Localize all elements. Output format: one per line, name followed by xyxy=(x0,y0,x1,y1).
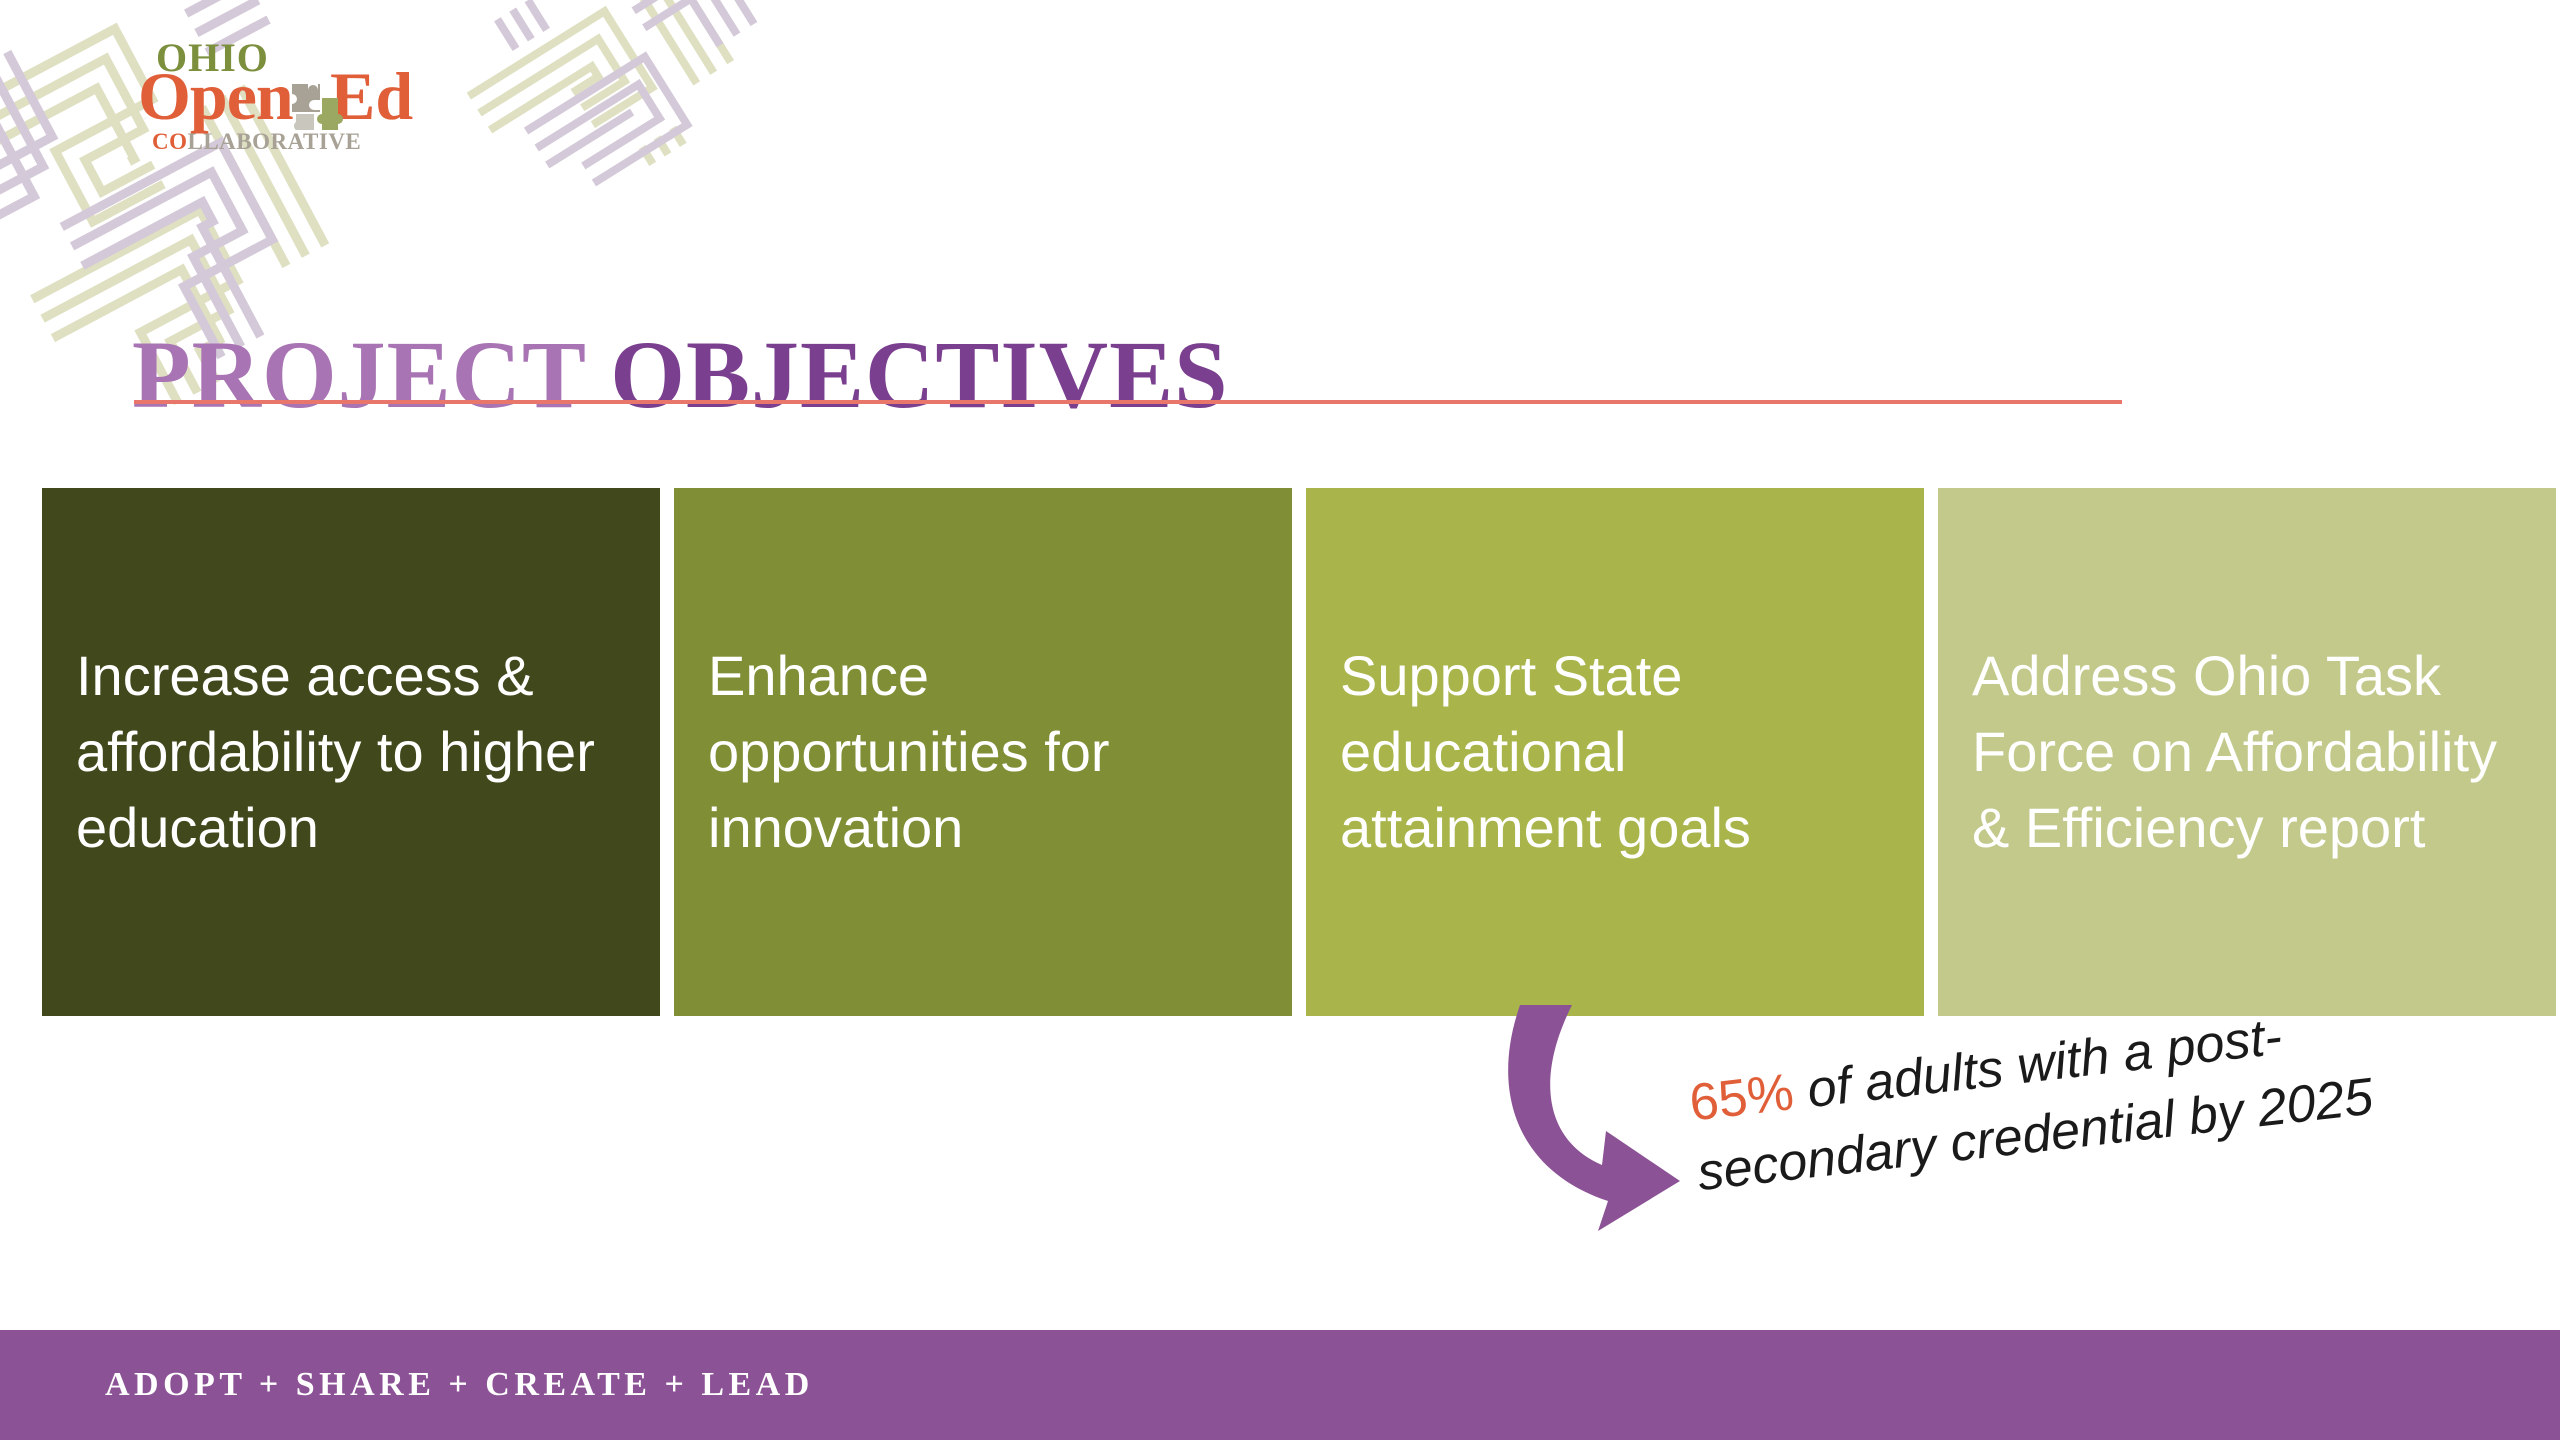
callout-rest: of adults with a post-secondary credenti… xyxy=(1694,1007,2376,1202)
title-underline-rule xyxy=(134,400,2122,404)
objective-box-2[interactable]: Enhance opportunities for innovation xyxy=(674,488,1292,1016)
title-part-objectives: OBJECTIVES xyxy=(585,321,1229,429)
logo-ohio-text: OHIO xyxy=(156,35,269,80)
callout-percent: 65% xyxy=(1686,1063,1797,1133)
logo-collab-co: CO xyxy=(152,129,188,154)
puzzle-piece-icon xyxy=(286,76,344,139)
logo-open-text: Open xyxy=(138,58,294,134)
curved-arrow-icon xyxy=(1480,1005,1740,1245)
footer-bar: ADOPT + SHARE + CREATE + LEAD xyxy=(0,1330,2560,1440)
objective-box-4[interactable]: Address Ohio Task Force on Affordability… xyxy=(1938,488,2556,1016)
objective-box-1-text: Increase access & affordability to highe… xyxy=(76,643,595,860)
objective-box-3-text: Support State educational attainment goa… xyxy=(1340,643,1751,860)
ohio-open-ed-logo: OHIO Open Ed COLLABORATIVE xyxy=(138,35,430,156)
greek-key-decoration-top xyxy=(452,0,792,202)
logo-ed-text: Ed xyxy=(330,58,414,134)
objective-box-1[interactable]: Increase access & affordability to highe… xyxy=(42,488,660,1016)
logo-collab-rest: LLABORATIVE xyxy=(187,129,362,154)
callout-statistic: 65% of adults with a post-secondary cred… xyxy=(1686,984,2457,1208)
objective-box-3[interactable]: Support State educational attainment goa… xyxy=(1306,488,1924,1016)
objectives-row: Increase access & affordability to highe… xyxy=(42,488,2556,1016)
logo-collaborative-text: COLLABORATIVE xyxy=(152,130,361,153)
objective-box-2-text: Enhance opportunities for innovation xyxy=(708,643,1110,860)
page-title: PROJECT OBJECTIVES xyxy=(132,322,1229,428)
objective-box-4-text: Address Ohio Task Force on Affordability… xyxy=(1972,643,2498,860)
footer-tagline: ADOPT + SHARE + CREATE + LEAD xyxy=(105,1366,814,1403)
title-part-project: PROJECT xyxy=(132,321,586,429)
